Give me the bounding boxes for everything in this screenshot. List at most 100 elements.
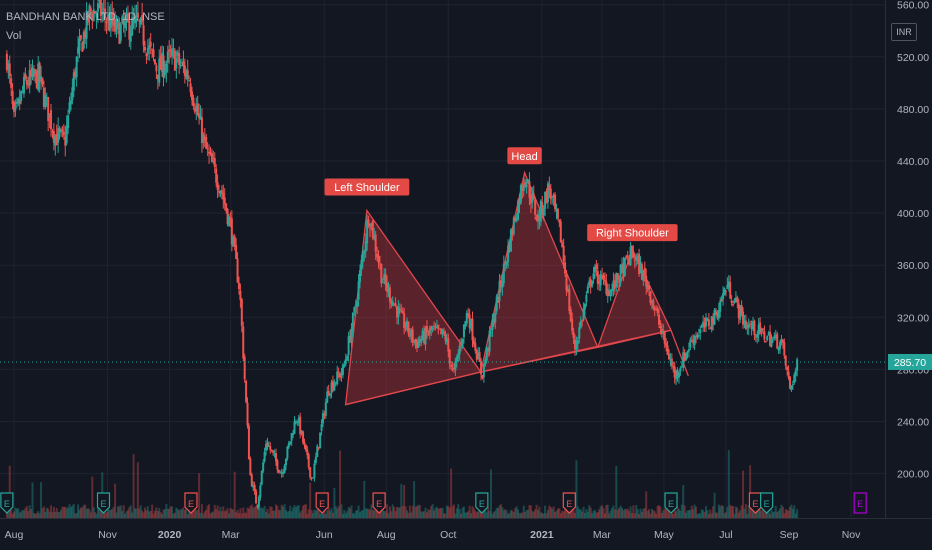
earnings-marker[interactable]: E (96, 492, 111, 514)
candle-body (131, 17, 134, 36)
volume-bar (326, 510, 329, 518)
volume-bar (193, 508, 196, 518)
candle-body (683, 352, 686, 361)
volume-bar (7, 508, 10, 518)
volume-bar (595, 512, 598, 518)
earnings-marker[interactable]: E (760, 492, 774, 514)
earnings-marker[interactable]: E (748, 492, 763, 514)
candle-body (228, 216, 231, 226)
volume-bar (571, 505, 574, 518)
volume-bar (751, 507, 754, 518)
candle-body (159, 55, 162, 70)
earnings-marker[interactable]: E (184, 492, 198, 514)
last-price-badge-bg (888, 353, 932, 370)
volume-bar (245, 512, 248, 518)
candle-body (418, 338, 421, 342)
volume-bar (71, 505, 74, 518)
candle-body (640, 264, 643, 280)
volume-bar (282, 506, 285, 518)
candle-body (135, 15, 138, 18)
candle-body (592, 273, 595, 280)
candle-body (447, 338, 450, 352)
earnings-marker[interactable]: E (475, 492, 489, 514)
volume-bar (82, 505, 85, 518)
candle-body (65, 125, 68, 144)
volume-bar (317, 508, 320, 518)
candle-body (554, 194, 557, 210)
volume-bar (168, 508, 171, 518)
volume-bar (680, 504, 683, 518)
volume-bar (780, 504, 783, 518)
candle-body (85, 10, 88, 39)
volume-bar (535, 504, 538, 518)
candle-body (438, 328, 441, 330)
candle-body (304, 444, 307, 451)
candle-body (660, 329, 663, 334)
earnings-letter: E (100, 499, 106, 509)
earnings-marker[interactable]: E (315, 492, 329, 514)
candle-body (323, 413, 326, 417)
volume-bar (99, 506, 102, 518)
volume-bar (215, 509, 218, 518)
volume-bar (433, 510, 436, 518)
candle-body (505, 261, 508, 266)
candle-body (331, 381, 334, 390)
candle-body (215, 168, 218, 183)
volume-bar (287, 511, 290, 518)
volume-bar (151, 504, 154, 518)
volume-bar (226, 508, 229, 518)
candle-body (198, 113, 201, 119)
volume-indicator-label[interactable]: Vol (6, 30, 22, 42)
candle-body (252, 485, 255, 488)
volume-bar (515, 506, 518, 518)
currency-badge[interactable]: INR (891, 23, 917, 41)
volume-bar (522, 505, 525, 518)
candle-body (609, 290, 612, 297)
candle-body (702, 321, 705, 327)
candle-body (152, 49, 155, 57)
volume-bar (539, 512, 542, 518)
candle-body (613, 280, 616, 289)
candle-body (414, 339, 417, 344)
volume-bar (420, 511, 423, 518)
candle-body (259, 485, 262, 498)
earnings-badge (748, 492, 763, 514)
candle-body (21, 90, 24, 92)
candle-body (240, 298, 243, 326)
volume-bar (77, 504, 80, 518)
candle-body (393, 303, 396, 305)
earnings-badge (372, 492, 386, 514)
volume-bar (223, 511, 226, 518)
candle-body (455, 356, 458, 362)
volume-bar (502, 510, 505, 518)
volume-bar (115, 512, 118, 518)
candle-body (413, 340, 416, 343)
volume-bar (152, 513, 155, 518)
volume-bar (464, 512, 467, 518)
volume-bar (639, 508, 642, 518)
earnings-marker[interactable]: E (562, 492, 576, 514)
earnings-marker[interactable]: E (372, 492, 386, 514)
candle-body (478, 352, 481, 363)
candle-body (598, 281, 601, 284)
candle-body (179, 65, 182, 67)
volume-bar (69, 507, 72, 518)
earnings-marker[interactable]: E (664, 492, 678, 514)
earnings-marker[interactable]: E (0, 492, 14, 514)
candle-body (190, 91, 193, 101)
volume-bar (549, 507, 552, 518)
volume-bar (111, 508, 114, 518)
candle-body (367, 219, 370, 227)
volume-bar (750, 504, 753, 518)
candle-body (468, 314, 471, 329)
candle-body (158, 58, 161, 83)
earnings-marker[interactable]: E (853, 492, 867, 514)
volume-bar (181, 509, 184, 518)
candle-body (257, 496, 260, 508)
volume-bar (746, 513, 749, 518)
volume-bar (337, 506, 340, 518)
earnings-badge (853, 492, 867, 514)
candle-body (608, 290, 611, 297)
candle-body (779, 342, 782, 350)
